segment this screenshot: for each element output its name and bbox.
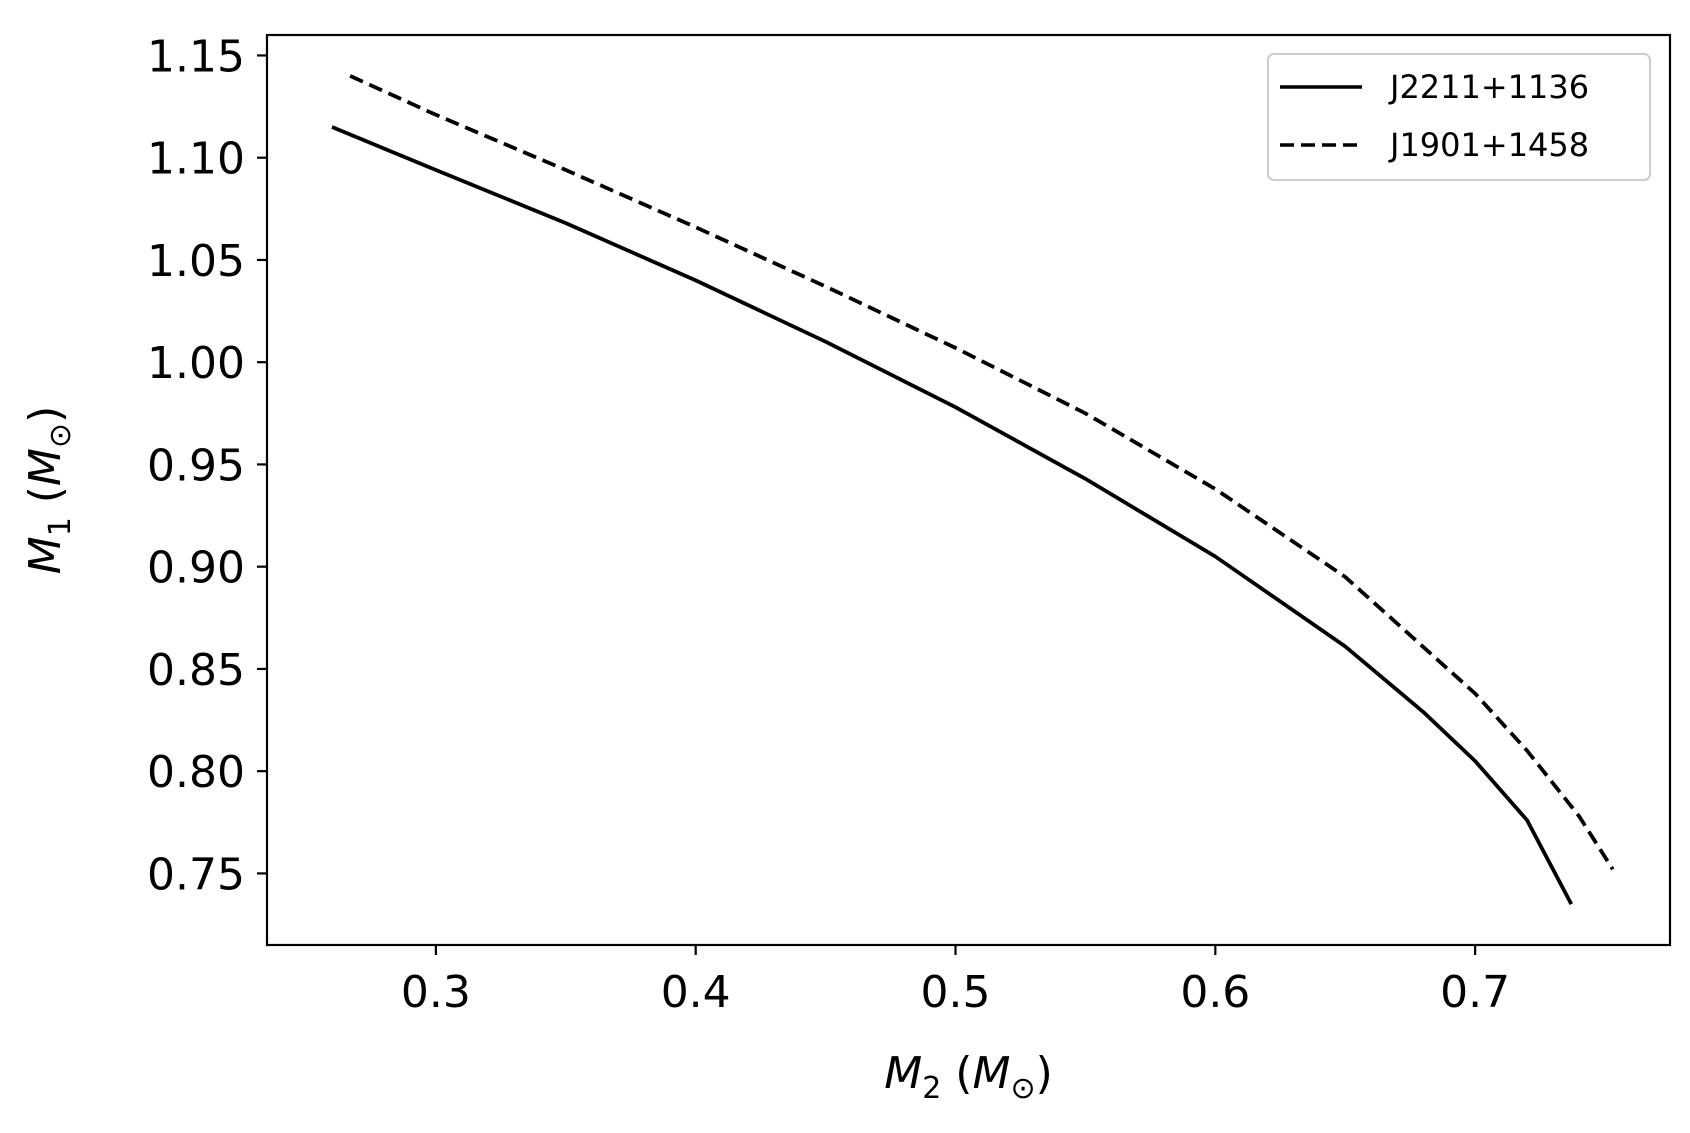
series-line-2	[349, 74, 1615, 871]
x-axis-label: M2 (M⊙)	[884, 1048, 1053, 1106]
x-tick-label: 0.5	[921, 967, 991, 1018]
y-axis-label-open: (	[20, 486, 71, 517]
x-axis-label-open: (	[941, 1048, 972, 1099]
x-axis-label-close: )	[1036, 1048, 1053, 1099]
x-axis-label-unit-sym: ⊙	[1010, 1071, 1035, 1106]
x-axis: 0.3 0.4 0.5 0.6 0.7	[401, 945, 1510, 1018]
y-tick-label: 1.05	[147, 236, 245, 287]
x-axis-label-unit: M	[972, 1048, 1010, 1099]
x-tick-label: 0.3	[401, 967, 471, 1018]
plot-area	[265, 33, 1672, 947]
y-tick-label: 0.90	[147, 543, 245, 594]
y-tick-label: 1.00	[147, 338, 245, 389]
legend-label-j2211: J2211+1136	[1388, 68, 1589, 106]
legend-label-j1901: J1901+1458	[1388, 126, 1589, 164]
y-axis: 0.75 0.80 0.85 0.90 0.95 1.00 1.05 1.10 1.15	[147, 31, 267, 900]
y-tick-label: 0.75	[147, 849, 245, 900]
x-axis-label-sub: 2	[922, 1071, 941, 1106]
y-tick-label: 1.10	[147, 134, 245, 185]
series-line-1	[331, 125, 1573, 905]
y-axis-label-sub: 1	[43, 517, 78, 536]
y-tick-label: 1.15	[147, 31, 245, 82]
y-axis-label: M1 (M⊙)	[20, 406, 78, 575]
y-axis-label-unit: M	[20, 448, 71, 486]
series-layer	[331, 74, 1615, 905]
legend-box	[1267, 53, 1651, 181]
y-tick-label: 0.80	[147, 747, 245, 798]
y-tick-label: 0.85	[147, 645, 245, 696]
y-axis-label-close: )	[20, 406, 71, 423]
x-tick-label: 0.7	[1440, 967, 1510, 1018]
legend: J2211+1136 J1901+1458	[1267, 53, 1651, 181]
y-tick-label: 0.95	[147, 440, 245, 491]
x-tick-label: 0.6	[1180, 967, 1250, 1018]
x-axis-label-main: M	[884, 1048, 922, 1099]
x-tick-label: 0.4	[661, 967, 731, 1018]
y-axis-label-main: M	[20, 536, 71, 574]
y-axis-label-unit-sym: ⊙	[43, 423, 78, 448]
